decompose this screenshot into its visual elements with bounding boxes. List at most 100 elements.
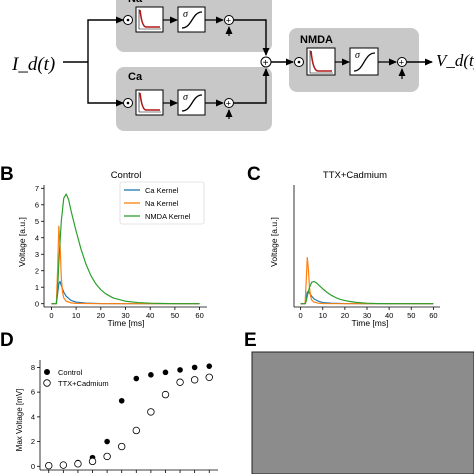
y-tick-label: 3 — [35, 250, 39, 259]
diagram-panel: Na Ca NMDA I_d(t) V_d(t) σ + — [11, 0, 474, 131]
nmda-sigmoid-curve — [353, 52, 376, 72]
point-control — [118, 397, 125, 404]
point-ttx-cadmium — [161, 390, 170, 399]
ca-add-node — [224, 98, 234, 108]
point-ttx-cadmium — [132, 426, 140, 435]
input-branch-top — [87, 16, 124, 62]
x-tick-label: 60 — [195, 311, 203, 320]
ca-add-symbol: + — [226, 99, 231, 109]
point-control — [133, 375, 140, 382]
point-ttx-cadmium — [118, 442, 126, 451]
x-tick-label: 10 — [72, 311, 80, 320]
point-ttx-cadmium — [176, 378, 184, 386]
output-voltage-label: V_d(t) — [436, 51, 474, 70]
legend-label-ca: Ca Kernel — [145, 186, 179, 195]
nmda-sigma-symbol: σ — [355, 50, 361, 61]
chart-control: Control Voltage [a.u.] Time [ms] 0 10 20 30… — [17, 170, 207, 328]
nmda-kernel-axes — [309, 50, 333, 74]
panel-letter-d: D — [0, 330, 14, 351]
axis-ticks: 0 10 20 30 40 50 60 0 1 2 3 4 5 6 7 — [35, 184, 207, 320]
na-sigma-symbol: σ — [183, 9, 189, 20]
ca-kernel-curve — [139, 92, 160, 111]
point-control — [177, 367, 183, 373]
chart-max-voltage: Max Voltage [mV] 0 2 4 6 8 Control TTX+Cadmi… — [15, 360, 218, 473]
x-tick-label: 60 — [429, 311, 437, 320]
y-tick-label: 4 — [31, 412, 35, 421]
nmda-multiply-dot — [297, 60, 301, 64]
chart-title: TTX+Cadmium — [323, 170, 387, 181]
legend-box — [119, 181, 205, 225]
point-control — [148, 372, 154, 378]
point-control — [191, 364, 198, 371]
series-line-0 — [51, 280, 200, 305]
y-tick-label: 7 — [35, 184, 39, 193]
na-kernel-curve — [139, 9, 160, 28]
point-ttx-cadmium — [59, 461, 68, 469]
nmda-kernel-curve — [310, 50, 332, 72]
point-ttx-cadmium — [45, 461, 53, 470]
chart-ttx-cadmium: TTX+Cadmium Voltage [a.u.] Time [ms] 0 10… — [269, 170, 440, 328]
y-tick-label: 2 — [35, 266, 39, 275]
scatter-points — [45, 363, 213, 470]
y-axis-label: Max Voltage [mV] — [15, 389, 24, 452]
x-tick-label: 0 — [49, 311, 53, 320]
x-tick-label: 10 — [319, 311, 327, 320]
point-control — [162, 369, 169, 376]
panel-letter-c: C — [247, 164, 261, 185]
x-tick-label: 40 — [385, 311, 393, 320]
sum-symbol: + — [263, 58, 269, 69]
y-tick-label: 1 — [35, 283, 39, 292]
x-tick-label: 50 — [171, 311, 179, 320]
y-tick-label: 5 — [35, 217, 39, 226]
point-control — [104, 438, 110, 445]
series-line-1 — [300, 256, 434, 305]
series-lines — [51, 193, 200, 305]
series-line-2 — [300, 280, 434, 305]
input-current-label: I_d(t) — [11, 54, 55, 75]
x-tick-label: 40 — [146, 311, 154, 320]
ca-kernel-axes — [138, 92, 161, 113]
na-to-sum-wire — [234, 19, 270, 56]
y-axis-label: Voltage [a.u.] — [17, 217, 27, 267]
na-kernel-axes — [138, 9, 161, 30]
series-line-2 — [51, 193, 200, 305]
y-tick-label: 4 — [35, 233, 39, 242]
na-add-node — [224, 15, 234, 25]
legend-label-na: Na Kernel — [145, 199, 179, 208]
na-sigmoid-curve — [181, 11, 203, 29]
panel-letter-e: E — [244, 330, 257, 351]
ca-multiply-dot — [126, 101, 130, 105]
x-tick-label: 30 — [121, 311, 129, 320]
axis-ticks: 0 2 4 6 8 — [31, 360, 218, 473]
point-ttx-cadmium — [103, 452, 111, 461]
point-ttx-cadmium — [74, 460, 82, 468]
legend-label-ttx: TTX+Cadmium — [58, 379, 109, 388]
ca-block-label: Ca — [128, 71, 143, 83]
y-axis-label: Voltage [a.u.] — [269, 217, 279, 267]
point-ttx-cadmium — [147, 408, 155, 416]
series-lines — [300, 256, 434, 305]
na-block-label: Na — [128, 0, 143, 5]
input-branch-bottom — [87, 62, 124, 107]
x-axis-label: Time [ms] — [108, 318, 145, 328]
chart-legend: Control TTX+Cadmium — [43, 368, 109, 388]
point-ttx-cadmium — [190, 376, 199, 384]
point-ttx-cadmium — [205, 373, 213, 382]
chart-title: Control — [111, 170, 142, 181]
point-ttx-cadmium — [88, 457, 97, 466]
nmda-add-node — [397, 57, 407, 67]
x-tick-label: 50 — [407, 311, 415, 320]
na-multiply-dot — [126, 18, 130, 22]
nmda-add-symbol: + — [399, 58, 404, 68]
legend-label-nmda: NMDA Kernel — [145, 212, 191, 221]
y-tick-label: 8 — [31, 363, 35, 372]
panel-e-placeholder — [251, 351, 474, 474]
panel-letter-b: B — [0, 164, 14, 185]
x-tick-label: 20 — [341, 311, 349, 320]
series-line-0 — [300, 290, 434, 305]
y-tick-label: 6 — [31, 388, 35, 397]
ca-to-sum-wire — [234, 68, 270, 104]
x-tick-label: 20 — [97, 311, 105, 320]
legend-label-control: Control — [58, 368, 83, 377]
